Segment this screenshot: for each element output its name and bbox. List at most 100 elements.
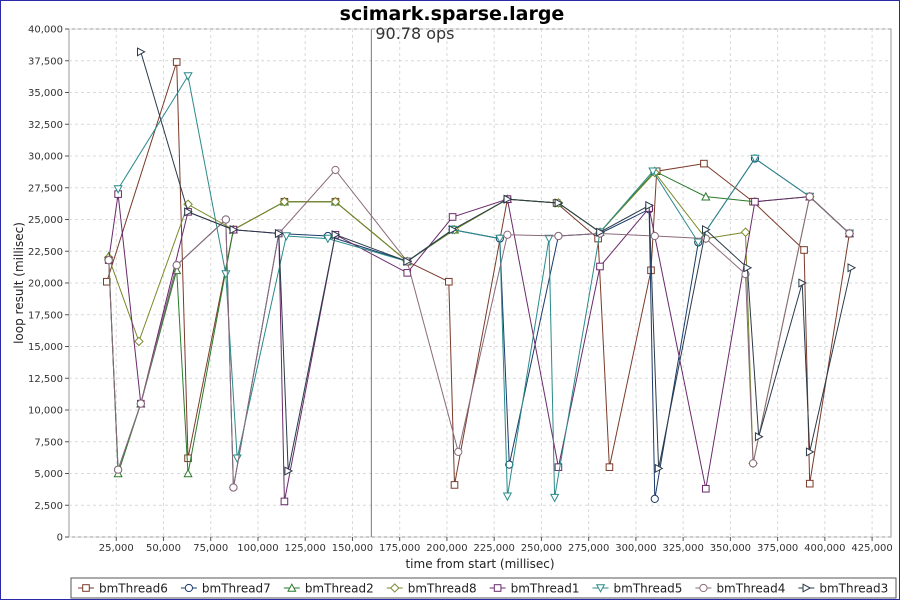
legend-swatch-marker [184,583,194,593]
series-line-bmThread1 [108,194,850,502]
data-point-bmThread6 [184,454,192,463]
annotation-layer: 90.78 ops [370,24,455,537]
y-tick-label: 32,500 [28,120,63,131]
data-point-bmThread4 [114,465,123,474]
data-point-bmThread6 [172,58,181,66]
x-tick-label: 100,000 [237,543,278,554]
legend-swatch-marker [493,584,502,592]
data-point-bmThread1 [596,262,604,271]
y-tick-label: 5,000 [34,469,63,480]
series-bmThread3 [137,47,857,476]
legend-swatch-marker [389,583,400,593]
data-point-bmThread1 [751,197,759,206]
grid [69,28,891,538]
x-tick-label: 375,000 [757,543,798,554]
data-point-bmThread8 [279,196,290,207]
data-point-bmThread4 [172,261,181,270]
data-point-bmThread8 [134,336,144,347]
data-point-bmThread3 [702,225,711,235]
data-point-bmThread3 [403,256,413,267]
y-tick-label: 0 [57,533,63,544]
data-point-bmThread3 [554,198,564,208]
data-point-bmThread4 [805,192,814,201]
y-tick-label: 7,500 [34,437,63,448]
data-point-bmThread4 [331,165,340,175]
chart-title: scimark.sparse.large [340,3,565,25]
legend-entry-bmThread1: bmThread1 [511,582,580,596]
x-tick-label: 250,000 [521,543,562,554]
y-tick-label: 15,000 [28,342,63,353]
data-point-bmThread1 [280,497,289,506]
annotation-label: 90.78 ops [375,24,454,43]
data-point-bmThread6 [700,159,708,168]
data-point-bmThread3 [331,230,341,240]
legend-swatch-marker [287,583,297,592]
data-point-bmThread5 [544,234,554,244]
data-point-bmThread8 [740,227,751,238]
data-point-bmThread3 [847,263,857,273]
data-point-bmThread4 [845,229,854,238]
y-tick-label: 30,000 [28,152,63,163]
legend-entry-bmThread4: bmThread4 [716,582,785,596]
data-point-bmThread6 [450,481,459,489]
data-point-bmThread3 [184,207,193,217]
data-point-bmThread5 [323,234,333,244]
y-axis-label: loop result (millisec) [12,222,26,344]
y-tick-label: 10,000 [28,406,63,417]
y-tick-label: 40,000 [28,25,63,36]
legend-entry-bmThread6: bmThread6 [99,582,168,596]
data-point-bmThread5 [693,238,703,248]
data-point-bmThread3 [137,47,146,57]
data-point-bmThread4 [136,399,145,408]
data-point-bmThread3 [798,278,808,288]
data-point-bmThread4 [748,459,758,468]
data-point-bmThread5 [281,232,291,241]
legend-box [70,577,897,599]
data-point-bmThread3 [284,466,294,476]
data-point-bmThread5 [648,167,658,177]
y-tick-label: 2,500 [34,501,63,512]
data-point-bmThread6 [605,463,614,471]
data-point-bmThread5 [550,493,560,503]
data-point-bmThread2 [183,468,193,478]
data-point-bmThread5 [113,185,123,194]
data-point-bmThread1 [702,484,710,493]
data-point-bmThread4 [454,447,463,457]
x-tick-label: 325,000 [662,543,703,554]
x-tick-label: 275,000 [568,543,609,554]
legend-swatch-marker [595,584,606,593]
data-point-bmThread6 [800,246,808,254]
data-point-bmThread4 [229,483,238,492]
y-tick-label: 22,500 [28,247,63,258]
legend-entry-bmThread3: bmThread3 [819,582,888,596]
legend-entry-bmThread2: bmThread2 [305,582,374,596]
x-tick-label: 350,000 [710,543,751,554]
x-tick-label: 125,000 [285,543,326,554]
data-point-bmThread3 [805,447,815,457]
data-point-bmThread3 [754,432,764,442]
data-point-bmThread5 [495,234,505,244]
data-point-bmThread4 [104,256,113,265]
y-tick-label: 20,000 [28,279,63,290]
data-point-bmThread6 [445,277,453,286]
data-point-bmThread1 [448,213,457,221]
x-tick-label: 225,000 [473,543,514,554]
x-tick-label: 400,000 [804,543,845,554]
data-point-bmThread3 [743,263,753,273]
data-point-bmThread6 [805,479,814,488]
y-tick-label: 37,500 [28,56,63,67]
x-tick-label: 425,000 [851,543,892,554]
data-point-bmThread3 [596,227,605,237]
y-tick-label: 25,000 [28,215,63,226]
series-layer [102,47,857,506]
x-tick-label: 200,000 [426,543,467,554]
data-point-bmThread1 [554,463,563,471]
legend-entry-bmThread7: bmThread7 [202,582,271,596]
data-point-bmThread5 [750,154,760,164]
data-point-bmThread3 [654,463,664,474]
data-point-bmThread3 [645,200,654,211]
data-point-bmThread3 [274,228,284,239]
y-tick-label: 35,000 [28,88,63,99]
